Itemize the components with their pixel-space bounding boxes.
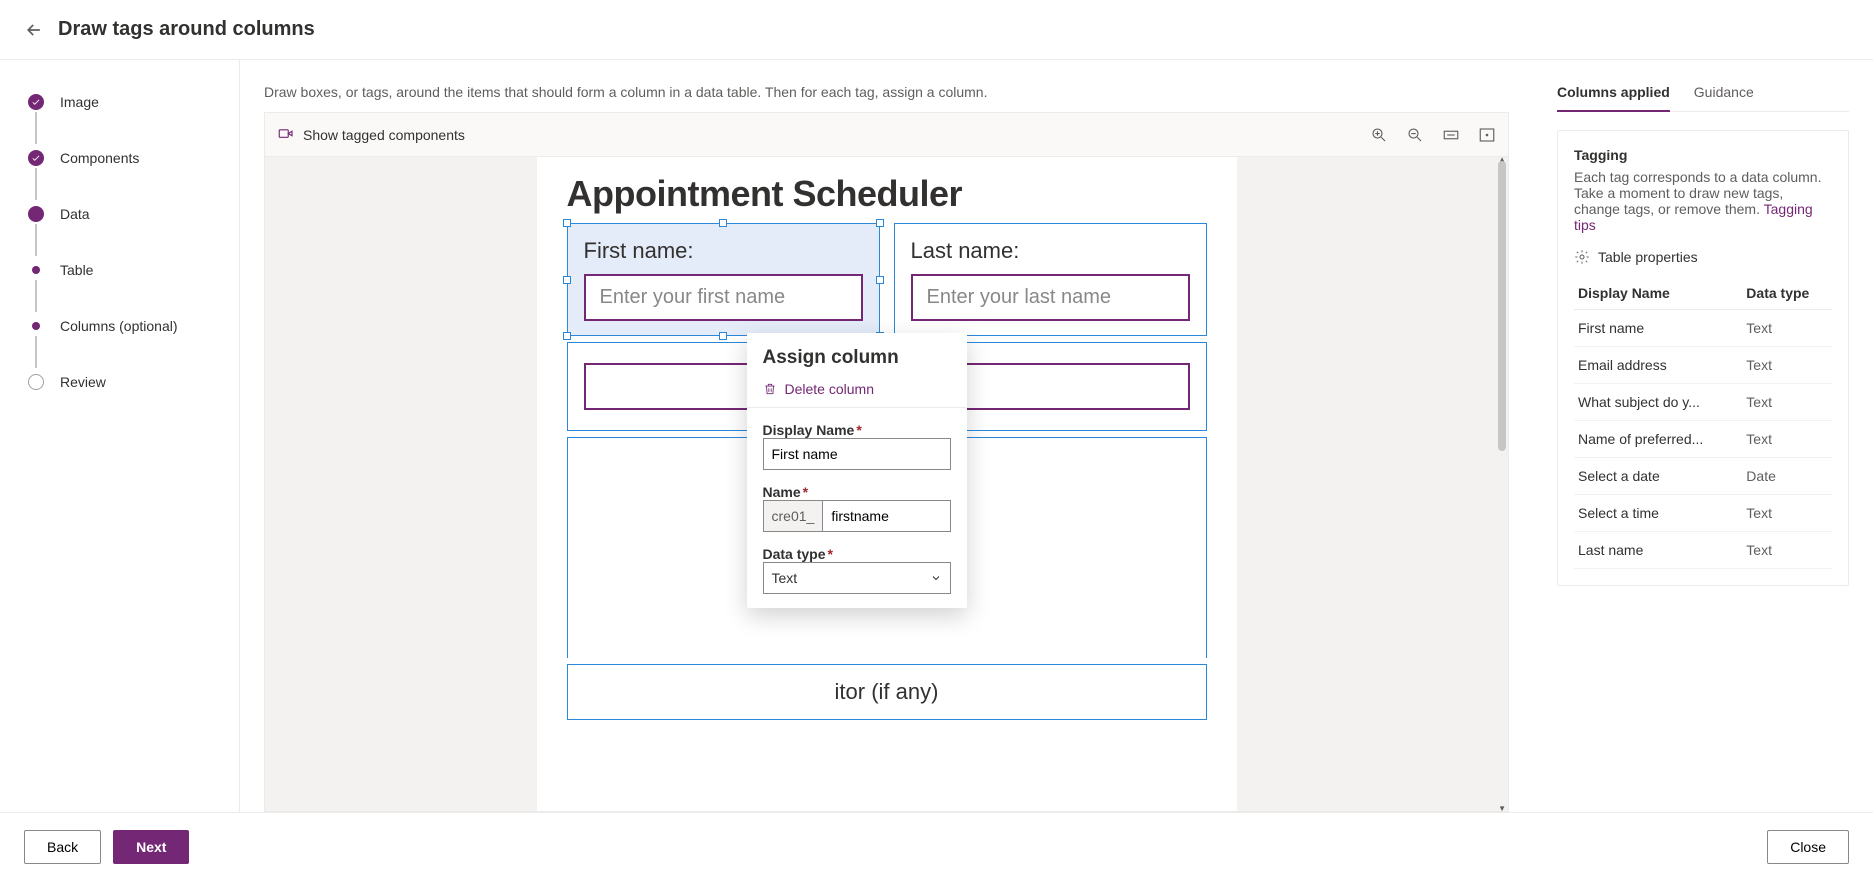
step-image[interactable]: Image [28, 88, 239, 116]
cell-display-name: What subject do y... [1574, 384, 1742, 421]
guidance-title: Tagging [1574, 147, 1832, 163]
th-data-type: Data type [1742, 277, 1832, 310]
table-row[interactable]: Select a dateDate [1574, 458, 1832, 495]
table-row[interactable]: What subject do y...Text [1574, 384, 1832, 421]
doc-title: Appointment Scheduler [567, 173, 1207, 215]
chevron-down-icon [930, 572, 942, 584]
tutor-cut-text: itor (if any) [584, 679, 1190, 705]
fit-width-icon[interactable] [1442, 126, 1460, 144]
tab-columns-applied[interactable]: Columns applied [1557, 84, 1670, 112]
step-table[interactable]: Table [28, 256, 239, 284]
table-properties-header[interactable]: Table properties [1574, 249, 1832, 273]
cell-display-name: Select a date [1574, 458, 1742, 495]
scrollbar[interactable] [1498, 161, 1506, 451]
guidance-card: Tagging Each tag corresponds to a data c… [1557, 130, 1849, 586]
page-header: Draw tags around columns [0, 0, 1873, 60]
data-type-label: Data type* [763, 546, 951, 562]
step-label: Data [60, 206, 90, 222]
table-row[interactable]: Select a timeText [1574, 495, 1832, 532]
step-data[interactable]: Data [28, 200, 239, 228]
tag-last-name[interactable]: Last name: Enter your last name [894, 223, 1207, 336]
trash-icon [763, 382, 777, 396]
cell-display-name: First name [1574, 310, 1742, 347]
step-label: Image [60, 94, 99, 110]
last-name-input: Enter your last name [911, 274, 1190, 321]
first-name-label: First name: [584, 238, 863, 264]
zoom-in-icon[interactable] [1370, 126, 1388, 144]
assign-column-popover: Assign column Delete column Display Name… [747, 333, 967, 608]
zoom-out-icon[interactable] [1406, 126, 1424, 144]
data-type-value: Text [772, 570, 798, 586]
cell-data-type: Date [1742, 458, 1832, 495]
main-row: Image Components Data Table Columns (opt… [0, 60, 1873, 812]
th-display-name: Display Name [1574, 277, 1742, 310]
step-components[interactable]: Components [28, 144, 239, 172]
table-properties-table: Display Name Data type First nameTextEma… [1574, 277, 1832, 569]
cell-data-type: Text [1742, 421, 1832, 458]
name-prefix: cre01_ [763, 500, 823, 532]
table-row[interactable]: Last nameText [1574, 532, 1832, 569]
popover-title: Assign column [747, 333, 967, 377]
display-name-label: Display Name* [763, 422, 951, 438]
step-columns[interactable]: Columns (optional) [28, 312, 239, 340]
show-tagged-button[interactable]: Show tagged components [277, 126, 465, 144]
step-label: Components [60, 150, 139, 166]
fit-screen-icon[interactable] [1478, 126, 1496, 144]
footer: Back Next Close [0, 812, 1873, 880]
step-review[interactable]: Review [28, 368, 239, 396]
page-title: Draw tags around columns [58, 18, 315, 41]
right-tabs: Columns applied Guidance [1557, 84, 1849, 112]
instruction-text: Draw boxes, or tags, around the items th… [264, 84, 1509, 100]
document-preview: Appointment Scheduler First name: Enter … [537, 157, 1237, 811]
data-type-select[interactable]: Text [763, 562, 951, 594]
cell-display-name: Last name [1574, 532, 1742, 569]
delete-column-button[interactable]: Delete column [747, 377, 967, 407]
canvas-toolbar: Show tagged components [265, 113, 1508, 157]
name-label: Name* [763, 484, 951, 500]
tag-first-name[interactable]: First name: Enter your first name [567, 223, 880, 336]
next-button[interactable]: Next [113, 830, 189, 864]
table-row[interactable]: Name of preferred...Text [1574, 421, 1832, 458]
stepper-sidebar: Image Components Data Table Columns (opt… [0, 60, 240, 812]
table-row[interactable]: Email addressText [1574, 347, 1832, 384]
scroll-down-icon[interactable]: ▼ [1498, 804, 1506, 811]
table-properties-label: Table properties [1598, 249, 1698, 265]
display-name-input[interactable] [763, 438, 951, 470]
tab-guidance[interactable]: Guidance [1694, 84, 1754, 111]
name-input[interactable] [822, 500, 950, 532]
cell-data-type: Text [1742, 310, 1832, 347]
cell-data-type: Text [1742, 347, 1832, 384]
step-label: Table [60, 262, 93, 278]
cell-display-name: Select a time [1574, 495, 1742, 532]
canvas-body[interactable]: ▲ Appointment Scheduler First name: Ente… [265, 157, 1508, 811]
back-button[interactable]: Back [24, 830, 101, 864]
back-arrow-icon[interactable] [24, 20, 44, 40]
table-row[interactable]: First nameText [1574, 310, 1832, 347]
cell-data-type: Text [1742, 532, 1832, 569]
step-label: Columns (optional) [60, 318, 178, 334]
delete-column-label: Delete column [785, 381, 875, 397]
cell-display-name: Email address [1574, 347, 1742, 384]
cell-data-type: Text [1742, 384, 1832, 421]
close-button[interactable]: Close [1767, 830, 1849, 864]
cell-data-type: Text [1742, 495, 1832, 532]
cell-display-name: Name of preferred... [1574, 421, 1742, 458]
gear-icon [1574, 249, 1590, 265]
show-tagged-label: Show tagged components [303, 127, 465, 143]
tag-icon [277, 126, 295, 144]
first-name-input: Enter your first name [584, 274, 863, 321]
canvas-column: Draw boxes, or tags, around the items th… [240, 60, 1533, 812]
tag-tutor[interactable]: itor (if any) [567, 664, 1207, 720]
last-name-label: Last name: [911, 238, 1190, 264]
right-panel: Columns applied Guidance Tagging Each ta… [1533, 60, 1873, 812]
canvas-wrap: Show tagged components ▲ Appointment Sch… [264, 112, 1509, 812]
step-label: Review [60, 374, 106, 390]
